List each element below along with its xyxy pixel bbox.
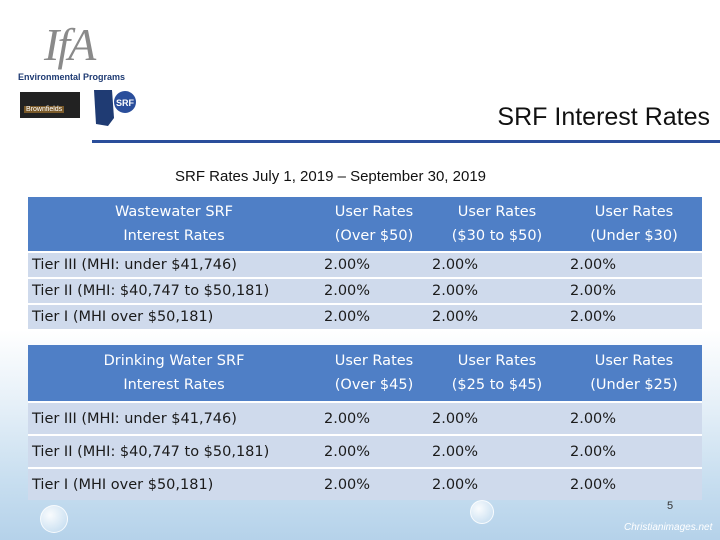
watermark: Christianimages.net	[624, 522, 713, 533]
header-cell: User Rates ($25 to $45)	[428, 345, 566, 401]
header-cell: User Rates (Under $25)	[566, 345, 702, 401]
table-row: Tier I (MHI over $50,181) 2.00% 2.00% 2.…	[28, 467, 702, 500]
rate-cell: 2.00%	[428, 251, 566, 277]
rate-cell: 2.00%	[428, 434, 566, 467]
rate-cell: 2.00%	[320, 277, 428, 303]
tier-label: Tier III (MHI: under $41,746)	[28, 251, 320, 277]
tier-label: Tier I (MHI over $50,181)	[28, 467, 320, 500]
rate-cell: 2.00%	[428, 303, 566, 329]
tier-label: Tier III (MHI: under $41,746)	[28, 401, 320, 434]
srf-text: SRF	[116, 98, 135, 108]
table-row: Tier II (MHI: $40,747 to $50,181) 2.00% …	[28, 434, 702, 467]
rate-cell: 2.00%	[428, 467, 566, 500]
header-cell: User Rates (Over $50)	[320, 197, 428, 251]
rate-cell: 2.00%	[566, 434, 702, 467]
header-cell: User Rates (Over $45)	[320, 345, 428, 401]
rate-cell: 2.00%	[428, 401, 566, 434]
brownfields-text: Brownfields	[24, 106, 65, 113]
rate-cell: 2.00%	[320, 434, 428, 467]
table-row: Tier III (MHI: under $41,746) 2.00% 2.00…	[28, 401, 702, 434]
rate-cell: 2.00%	[320, 303, 428, 329]
tier-label: Tier I (MHI over $50,181)	[28, 303, 320, 329]
table-row: Tier I (MHI over $50,181) 2.00% 2.00% 2.…	[28, 303, 702, 329]
water-bubble	[470, 500, 494, 524]
title-rule	[92, 140, 720, 143]
wastewater-rates-table: Wastewater SRF Interest Rates User Rates…	[28, 197, 702, 329]
brownfields-logo	[20, 92, 80, 118]
drinking-water-rates-table: Drinking Water SRF Interest Rates User R…	[28, 345, 702, 500]
rate-cell: 2.00%	[566, 467, 702, 500]
rate-cell: 2.00%	[320, 251, 428, 277]
ifa-logo: IfA Environmental Programs Brownfields S…	[14, 10, 144, 130]
header-cell: Drinking Water SRF Interest Rates	[28, 345, 320, 401]
header-cell: Wastewater SRF Interest Rates	[28, 197, 320, 251]
tier-label: Tier II (MHI: $40,747 to $50,181)	[28, 434, 320, 467]
rate-cell: 2.00%	[320, 401, 428, 434]
rate-cell: 2.00%	[566, 303, 702, 329]
rate-cell: 2.00%	[566, 251, 702, 277]
table-header-row: Drinking Water SRF Interest Rates User R…	[28, 345, 702, 401]
rate-cell: 2.00%	[566, 277, 702, 303]
ifa-wordmark: IfA	[44, 19, 96, 70]
header-cell: User Rates ($30 to $50)	[428, 197, 566, 251]
table-header-row: Wastewater SRF Interest Rates User Rates…	[28, 197, 702, 251]
rate-cell: 2.00%	[566, 401, 702, 434]
logo-org-text: Environmental Programs	[18, 72, 126, 82]
rate-cell: 2.00%	[428, 277, 566, 303]
rates-subtitle: SRF Rates July 1, 2019 – September 30, 2…	[175, 168, 487, 185]
table-row: Tier II (MHI: $40,747 to $50,181) 2.00% …	[28, 277, 702, 303]
indiana-srf-logo: SRF	[94, 90, 136, 126]
water-bubble	[40, 505, 68, 533]
page-title: SRF Interest Rates	[497, 103, 710, 131]
rate-cell: 2.00%	[320, 467, 428, 500]
page-number: 5	[667, 500, 674, 512]
header-cell: User Rates (Under $30)	[566, 197, 702, 251]
tier-label: Tier II (MHI: $40,747 to $50,181)	[28, 277, 320, 303]
table-row: Tier III (MHI: under $41,746) 2.00% 2.00…	[28, 251, 702, 277]
